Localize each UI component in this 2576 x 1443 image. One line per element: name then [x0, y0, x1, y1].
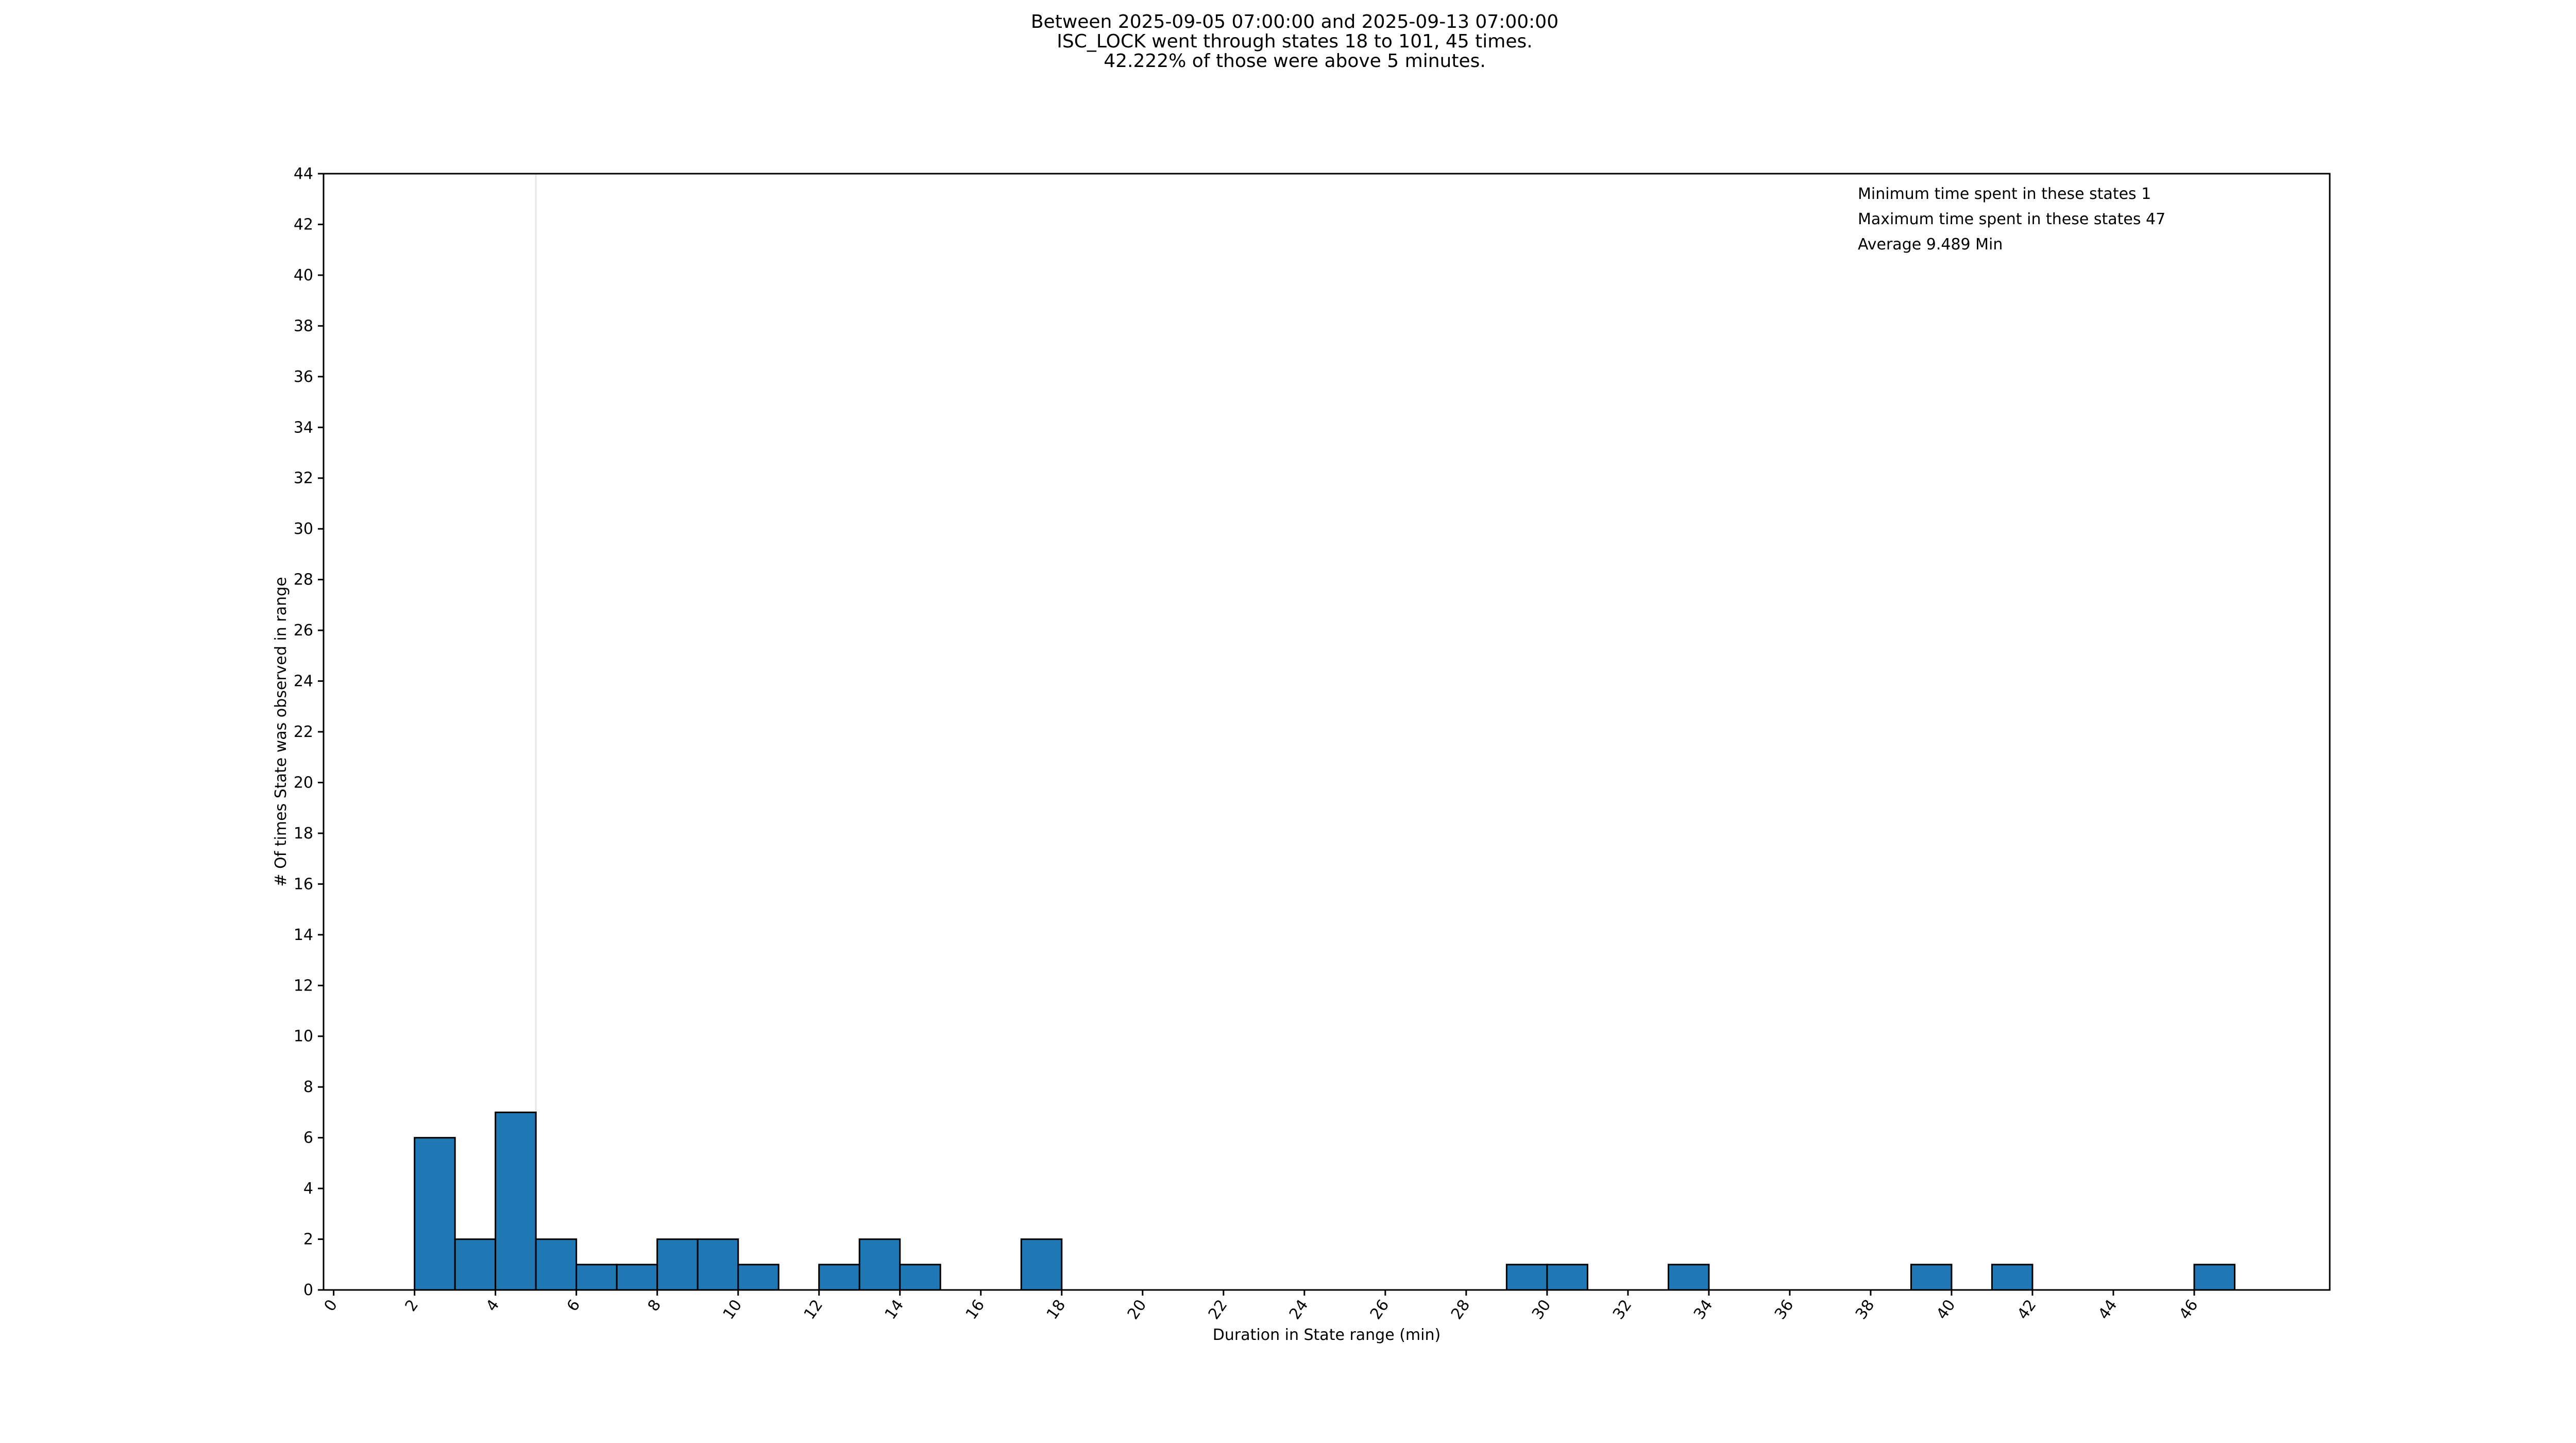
chart-title: ISC_LOCK went through states 18 to 101, …	[1057, 31, 1532, 52]
y-axis-label: # Of times State was observed in range	[272, 577, 290, 886]
y-tick-label: 0	[303, 1281, 313, 1299]
chart-title: 42.222% of those were above 5 minutes.	[1104, 51, 1486, 72]
bar	[1910, 1264, 1953, 1291]
bar	[535, 1238, 578, 1291]
bar	[1667, 1264, 1710, 1291]
y-tick-label: 18	[294, 825, 313, 843]
y-tick-label: 16	[294, 875, 313, 893]
y-tick-label: 32	[294, 469, 313, 488]
y-tick-label: 42	[294, 215, 313, 233]
y-tick-label: 34	[294, 418, 313, 437]
y-tick-label: 40	[294, 266, 313, 284]
bar	[454, 1238, 497, 1291]
y-tick-label: 30	[294, 520, 313, 538]
bar	[616, 1264, 658, 1291]
y-tick-label: 22	[294, 723, 313, 741]
x-axis-label: Duration in State range (min)	[1213, 1326, 1440, 1344]
bar	[737, 1264, 779, 1291]
bar	[1505, 1264, 1548, 1291]
bar	[818, 1264, 860, 1291]
y-tick-label: 26	[294, 622, 313, 640]
y-tick-label: 24	[294, 673, 313, 691]
bar	[1546, 1264, 1588, 1291]
bar	[1991, 1264, 2033, 1291]
y-tick-label: 44	[294, 165, 313, 183]
y-tick-label: 12	[294, 977, 313, 995]
bar	[656, 1238, 699, 1291]
annotation: Average 9.489 Min	[1858, 236, 2003, 254]
bar	[495, 1111, 537, 1291]
annotation: Maximum time spent in these states 47	[1858, 210, 2165, 228]
chart-title: Between 2025-09-05 07:00:00 and 2025-09-…	[1031, 11, 1558, 32]
bar	[414, 1137, 456, 1291]
bar	[899, 1264, 941, 1291]
bar	[697, 1238, 739, 1291]
bar	[2193, 1264, 2236, 1291]
y-tick-label: 28	[294, 571, 313, 589]
y-tick-label: 36	[294, 368, 313, 386]
y-tick-label: 38	[294, 317, 313, 335]
bar	[1020, 1238, 1063, 1291]
y-tick-label: 14	[294, 926, 313, 944]
bar	[575, 1264, 618, 1291]
bar	[858, 1238, 901, 1291]
y-tick-label: 4	[303, 1180, 313, 1198]
y-tick-label: 20	[294, 774, 313, 792]
y-tick-label: 10	[294, 1028, 313, 1046]
y-tick-label: 6	[303, 1129, 313, 1147]
y-tick-label: 8	[303, 1078, 313, 1096]
y-tick-label: 2	[303, 1231, 313, 1249]
annotation: Minimum time spent in these states 1	[1858, 185, 2151, 203]
